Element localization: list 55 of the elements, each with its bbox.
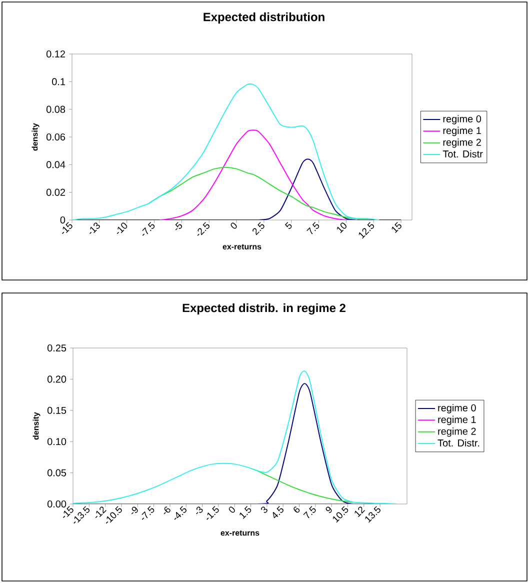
y-tick-label: 0 xyxy=(60,216,66,224)
x-tick-label: 4.5 xyxy=(272,506,284,518)
legend-label: Tot. Distr. xyxy=(438,439,480,446)
line-series xyxy=(72,84,380,220)
y-tick-label: 0.20 xyxy=(47,376,66,383)
legend-label: regime 0 xyxy=(443,115,482,124)
y-tick-label: 0.10 xyxy=(47,438,66,446)
y-tick-label: 0.08 xyxy=(46,106,66,113)
legend-label: regime 1 xyxy=(438,416,476,426)
y-tick-label: 0.02 xyxy=(46,188,65,196)
legend-label: regime 0 xyxy=(438,404,476,414)
y-tick-label: 0.1 xyxy=(52,78,65,86)
x-tick-label: -10 xyxy=(116,222,128,234)
x-tick-label: 9 xyxy=(326,506,332,513)
y-tick-label: 0.04 xyxy=(46,161,66,168)
legend-label: Tot. Distr xyxy=(442,150,483,158)
x-tick-label: -7.5 xyxy=(142,506,154,520)
legend-label: regime 2 xyxy=(438,427,476,437)
x-tick-label: 12 xyxy=(354,506,366,518)
x-tick-label: -1.5 xyxy=(206,506,219,520)
x-tick-label: -3 xyxy=(196,506,203,514)
x-tick-label: 1.5 xyxy=(240,506,252,519)
x-tick-label: 0 xyxy=(230,222,237,229)
legend-label: regime 1 xyxy=(443,126,481,136)
x-tick-label: 7.5 xyxy=(303,506,316,518)
x-tick-label: -6 xyxy=(164,506,170,514)
x-tick-label: -15 xyxy=(62,222,72,234)
x-tick-label: -4.5 xyxy=(174,506,186,520)
legend-label: regime 2 xyxy=(443,138,481,148)
y-tick-label: 0.12 xyxy=(46,50,65,58)
x-tick-label: -7.5 xyxy=(142,222,155,236)
y-tick-label: 0.05 xyxy=(47,469,66,476)
x-tick-label: 7.5 xyxy=(306,222,320,234)
x-tick-label: 10 xyxy=(336,222,346,234)
x-tick-label: -9 xyxy=(131,506,138,514)
x-tick-label: -15 xyxy=(63,506,74,518)
x-tick-label: 3 xyxy=(261,506,268,513)
x-tick-label: 6 xyxy=(294,506,300,513)
x-tick-label: 5 xyxy=(284,222,292,229)
line-series xyxy=(159,130,358,220)
x-tick-label: -12 xyxy=(95,506,106,518)
y-tick-label: 0.25 xyxy=(47,344,66,352)
x-tick-label: -13 xyxy=(89,222,100,234)
x-tick-label: 0 xyxy=(228,506,235,513)
x-tick-label: -2.5 xyxy=(197,222,210,236)
x-tick-label: 2.5 xyxy=(252,222,264,236)
x-tick-label: -5 xyxy=(175,222,182,230)
line-series xyxy=(250,468,354,503)
line-series xyxy=(73,370,397,504)
x-tick-label: 15 xyxy=(392,222,402,234)
y-tick-label: 0.15 xyxy=(47,406,66,414)
y-tick-label: 0.00 xyxy=(47,500,66,508)
chart-title: Expected distribution xyxy=(204,12,324,24)
y-tick-label: 0.06 xyxy=(46,133,66,141)
chart-title: Expected distrib. in regime 2 xyxy=(182,303,346,315)
